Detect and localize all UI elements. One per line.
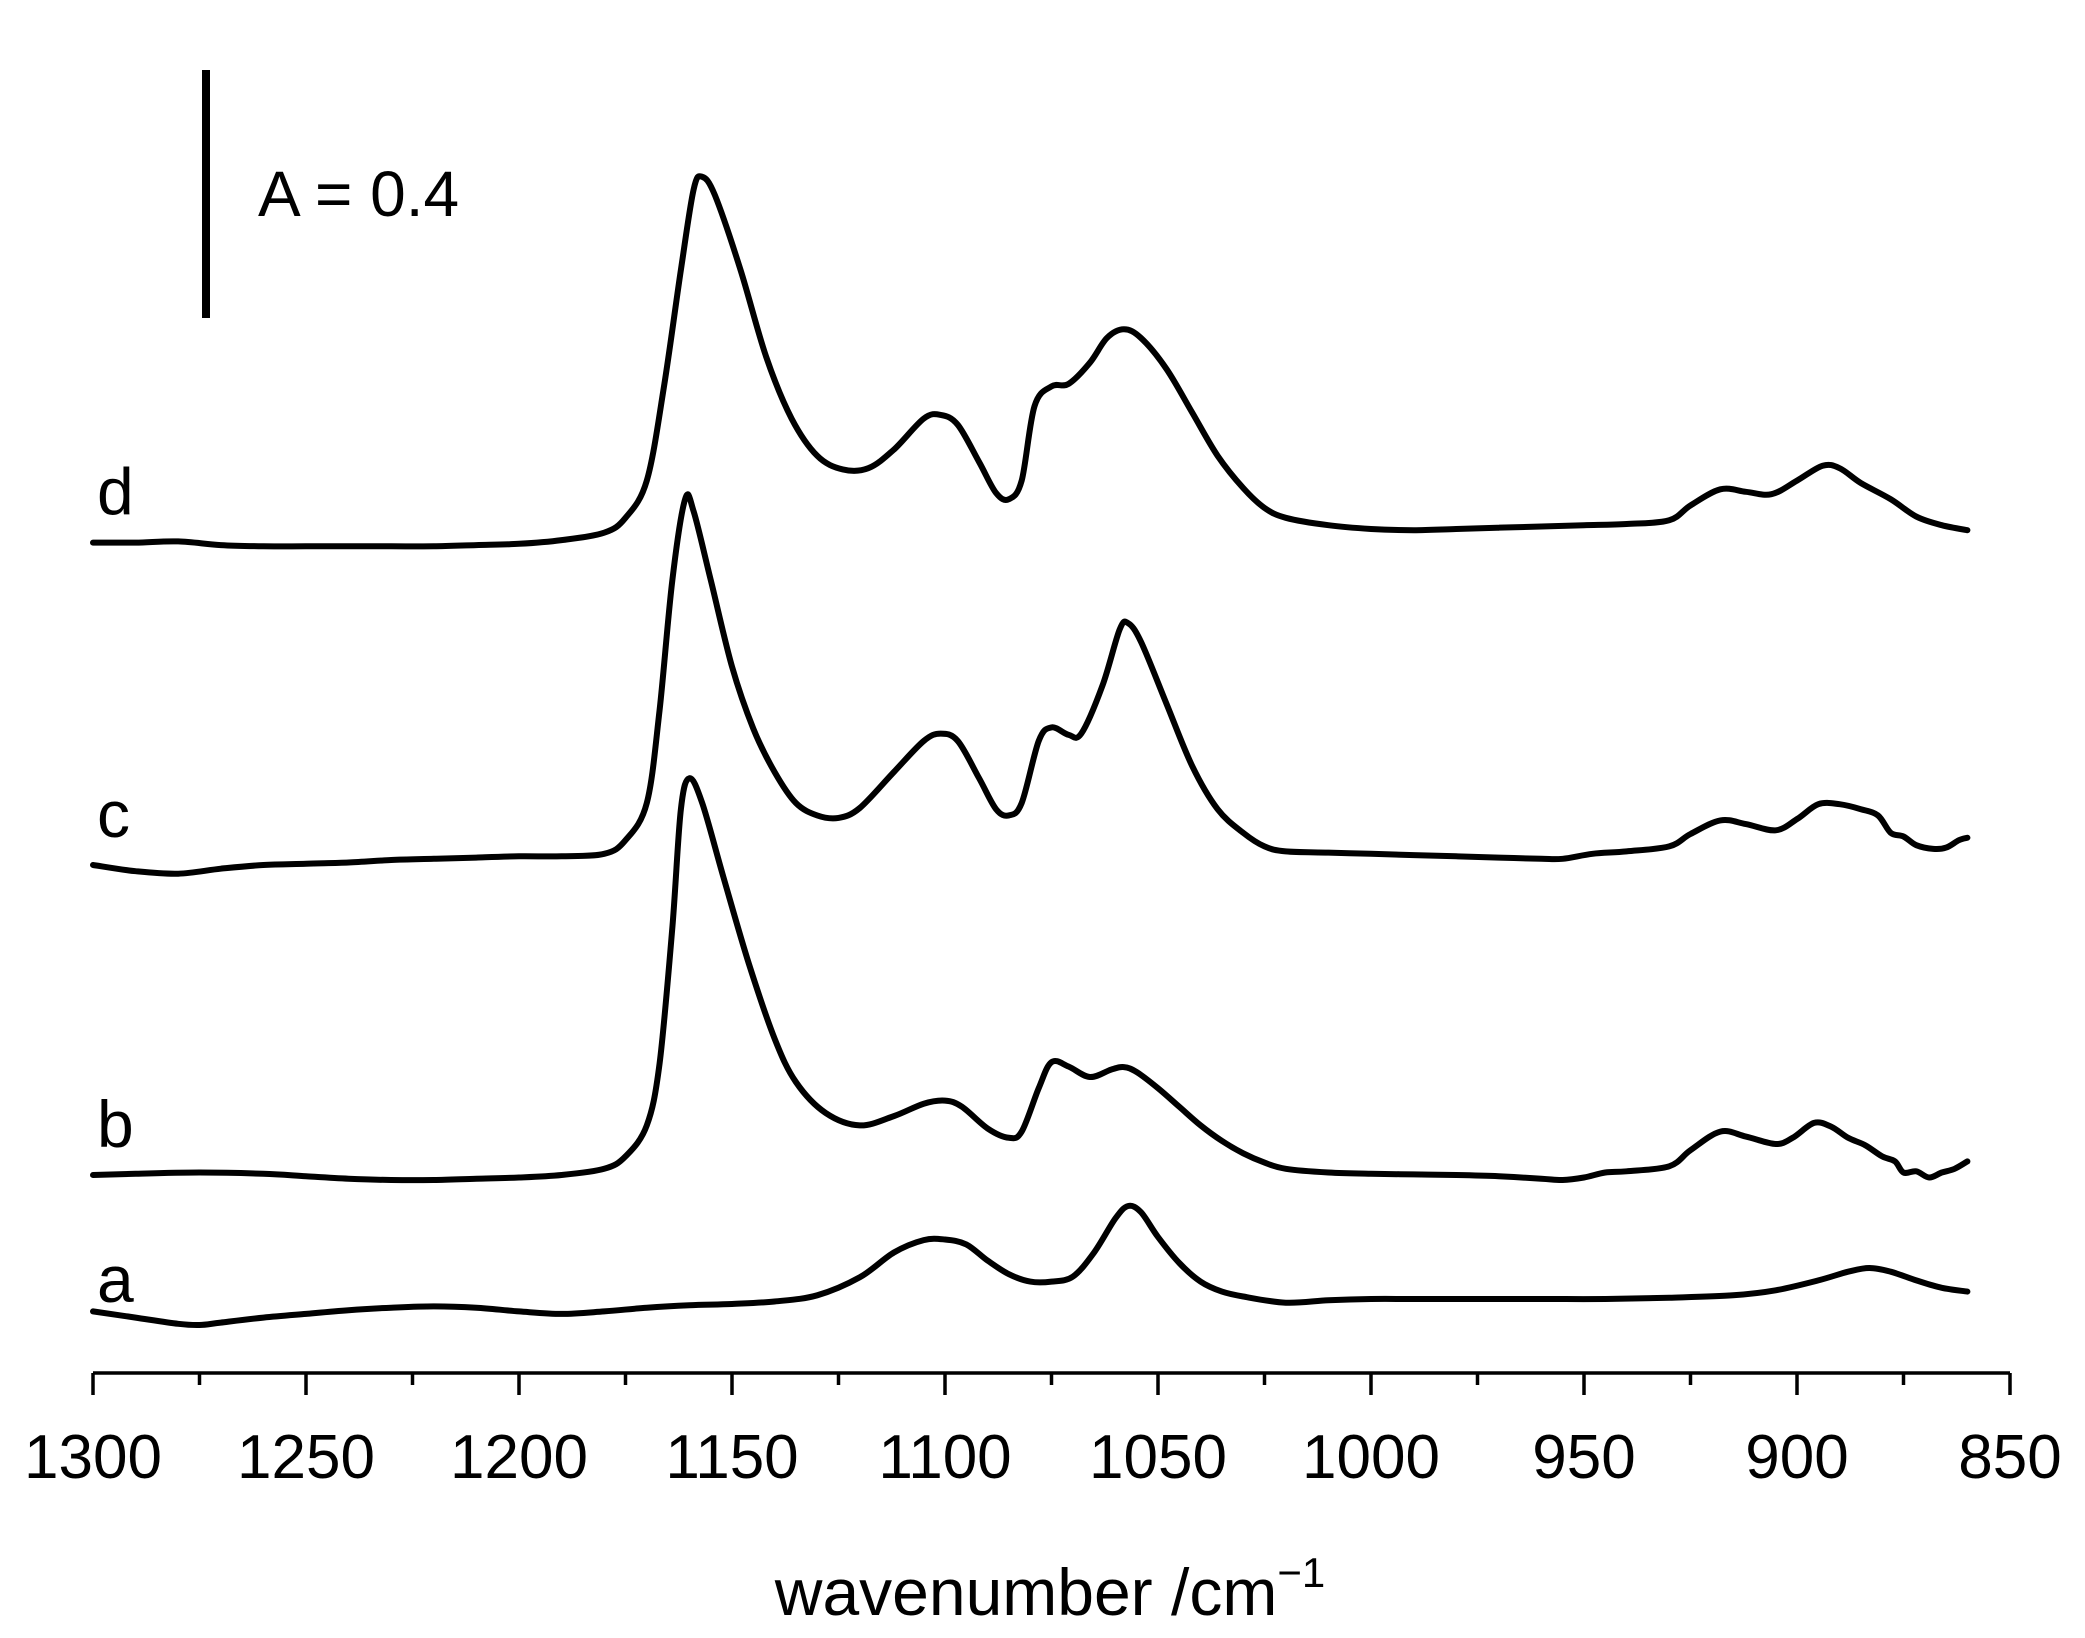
x-tick-label: 1200 bbox=[450, 1423, 588, 1492]
x-tick-label: 1000 bbox=[1302, 1423, 1440, 1492]
series-labels: a b c d bbox=[97, 455, 134, 1316]
series-label-c: c bbox=[97, 777, 130, 851]
x-axis-title-text: wavenumber /cm bbox=[774, 1555, 1278, 1629]
x-axis-title: wavenumber /cm−1 bbox=[774, 1549, 1325, 1629]
x-tick-label: 950 bbox=[1532, 1423, 1635, 1492]
series-label-a: a bbox=[97, 1242, 134, 1316]
x-tick-label: 900 bbox=[1745, 1423, 1848, 1492]
scale-bar-label: A = 0.4 bbox=[258, 158, 459, 230]
series-label-d: d bbox=[97, 455, 134, 529]
x-axis-title-superscript: −1 bbox=[1277, 1549, 1325, 1596]
spectrum-c bbox=[90, 491, 1971, 877]
spectrum-b bbox=[90, 775, 1971, 1184]
x-tick-label: 1100 bbox=[878, 1423, 1011, 1492]
series-label-b: b bbox=[97, 1087, 134, 1161]
x-tick-label: 1300 bbox=[24, 1423, 162, 1492]
spectra-traces bbox=[90, 173, 1971, 1329]
spectrum-d bbox=[90, 173, 1971, 550]
x-axis-ticks: 1300 1250 1200 1150 1100 1050 1000 950 900 850 bbox=[24, 1373, 2062, 1492]
x-tick-label: 850 bbox=[1958, 1423, 2061, 1492]
x-tick-label: 1050 bbox=[1089, 1423, 1227, 1492]
x-tick-label: 1250 bbox=[237, 1423, 375, 1492]
spectrum-a bbox=[90, 1202, 1971, 1329]
absorbance-scale-bar: A = 0.4 bbox=[202, 70, 459, 318]
x-axis: 1300 1250 1200 1150 1100 1050 1000 950 900 850 wa… bbox=[24, 1371, 2062, 1629]
x-tick-label: 1150 bbox=[665, 1423, 798, 1492]
